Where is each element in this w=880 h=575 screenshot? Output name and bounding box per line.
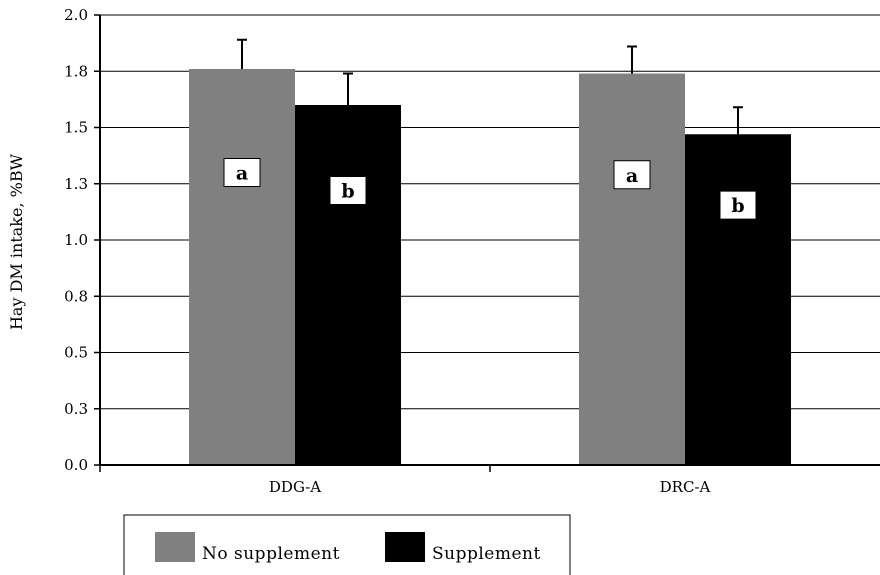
legend-swatch xyxy=(385,532,425,562)
bar xyxy=(189,69,295,465)
bar xyxy=(685,134,791,465)
significance-box xyxy=(329,176,367,205)
bar xyxy=(295,105,401,465)
significance-label: a xyxy=(626,165,638,187)
y-tick-label: 0.0 xyxy=(64,456,88,474)
y-tick-labels: 0.0 0.3 0.5 0.8 1.0 1.3 1.5 1.8 2.0 xyxy=(64,6,88,474)
significance-label: b xyxy=(731,195,744,217)
significance-label: b xyxy=(341,181,354,203)
legend-box xyxy=(123,514,571,575)
y-tick-label: 2.0 xyxy=(64,6,88,24)
significance-label: a xyxy=(236,163,248,185)
significance-box xyxy=(719,190,757,220)
axes xyxy=(94,14,880,472)
legend-swatch xyxy=(155,532,195,562)
significance-box xyxy=(613,160,651,190)
y-tick-label: 1.5 xyxy=(64,119,88,137)
significance-box xyxy=(223,158,261,187)
x-tick-label: DDG-A xyxy=(269,478,321,496)
y-tick-label: 1.8 xyxy=(64,62,88,80)
bar xyxy=(579,73,685,465)
y-tick-label: 1.0 xyxy=(64,231,88,249)
legend-label: Supplement xyxy=(432,544,541,564)
y-tick-label: 0.3 xyxy=(64,400,88,418)
legend: No supplement Supplement xyxy=(123,514,571,575)
y-axis-label: Hay DM intake, %BW xyxy=(7,153,26,330)
x-tick-labels: DDG-A DRC-A xyxy=(269,478,711,496)
y-tick-label: 0.5 xyxy=(64,344,88,362)
x-tick-label: DRC-A xyxy=(660,478,711,496)
bars: a b a b xyxy=(189,38,791,465)
y-tick-label: 1.3 xyxy=(64,175,88,193)
y-tick-label: 0.8 xyxy=(64,287,88,305)
legend-label: No supplement xyxy=(202,544,340,564)
